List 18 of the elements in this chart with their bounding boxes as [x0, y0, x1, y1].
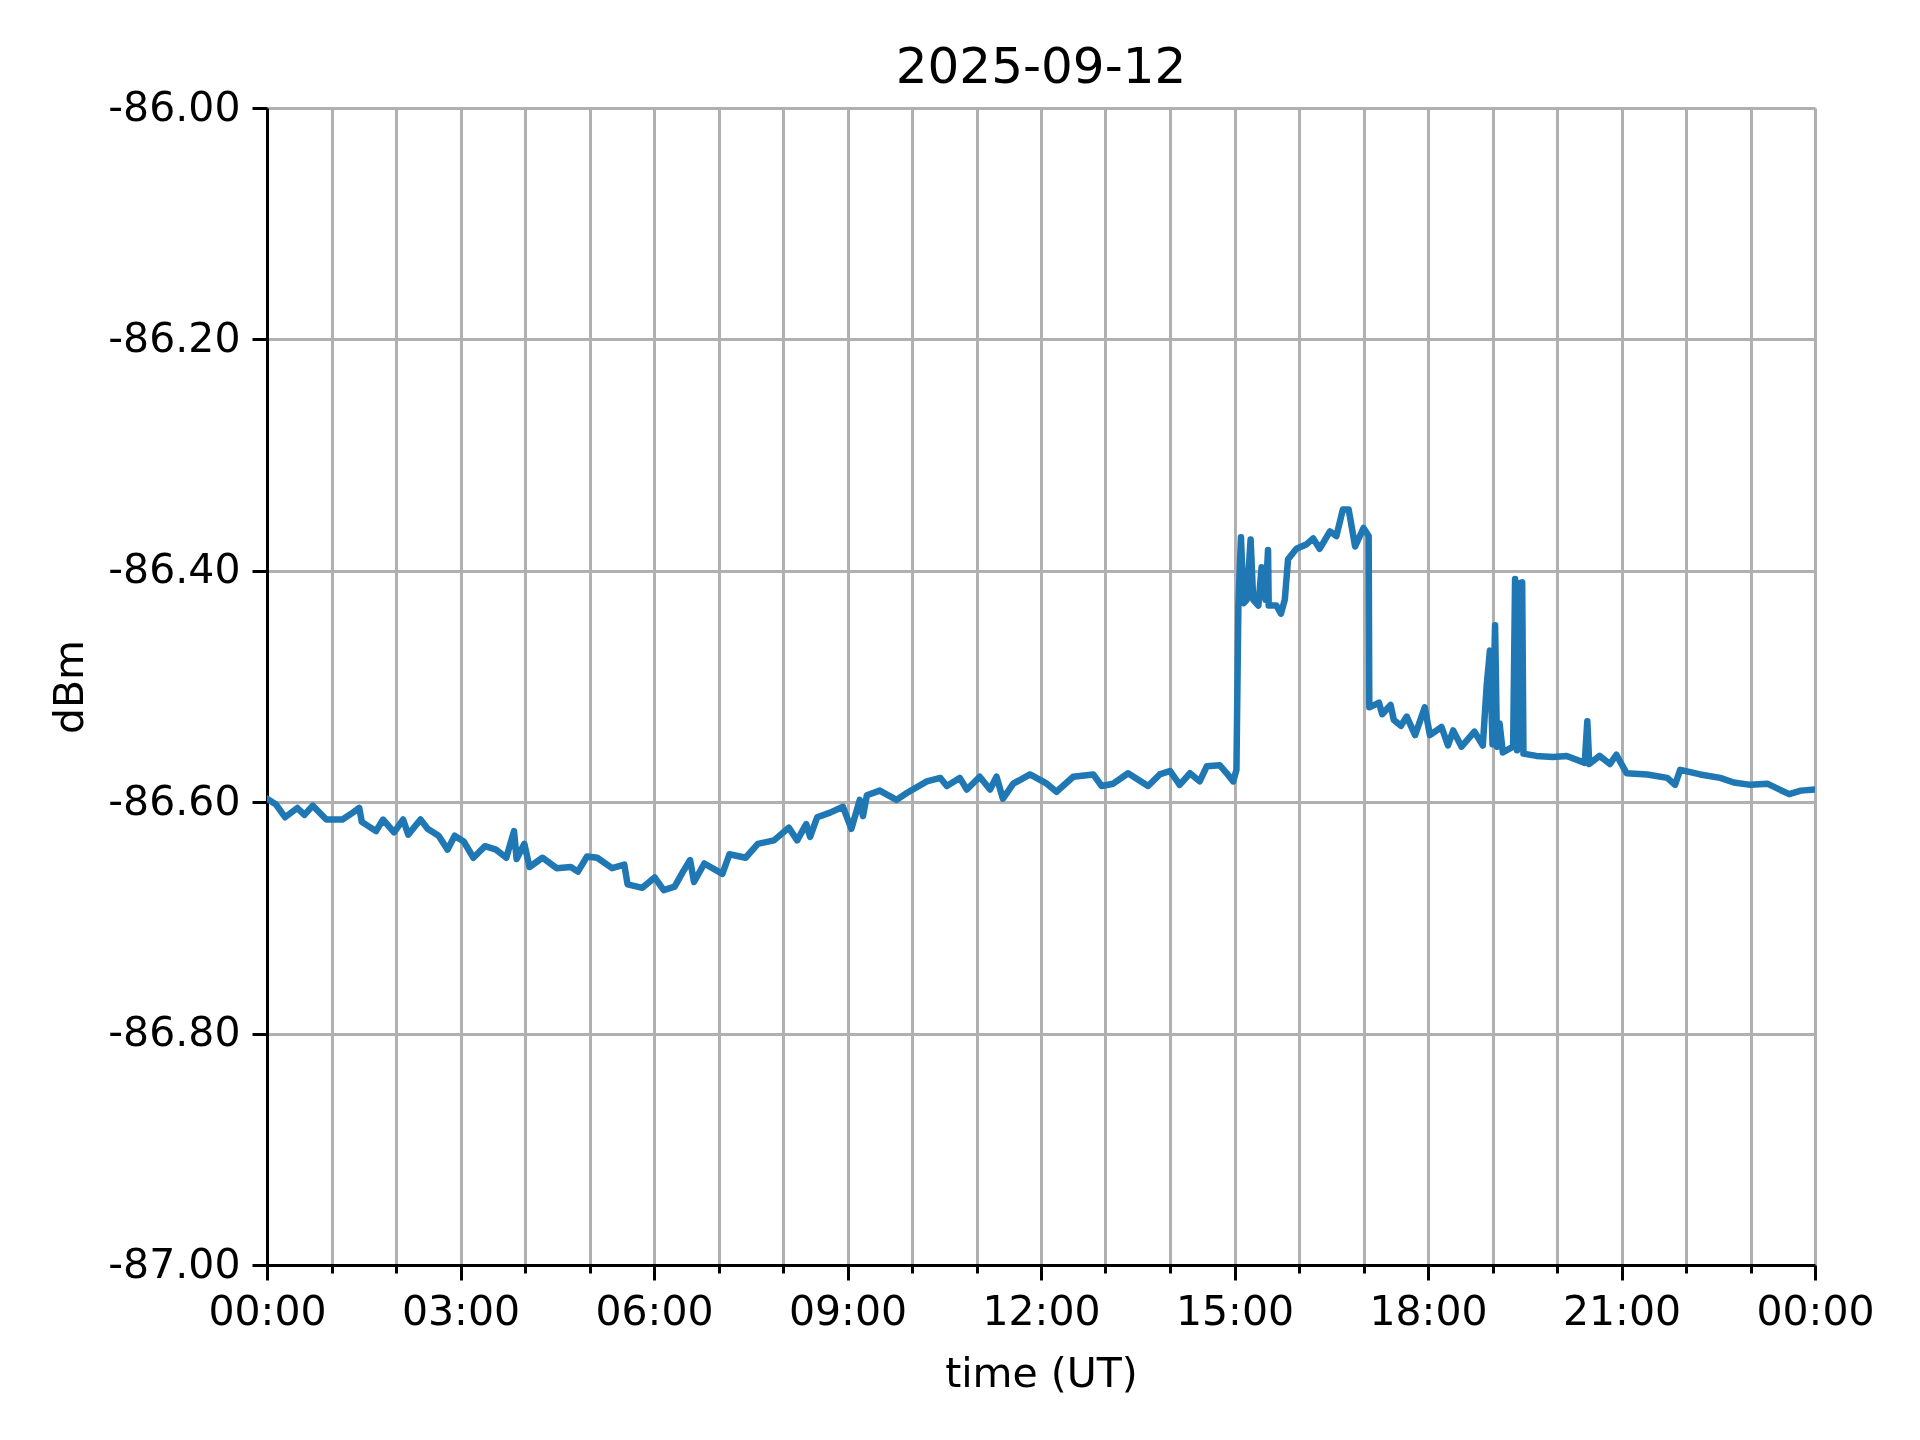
- x-tick-label: 12:00: [982, 1286, 1101, 1335]
- x-axis-title: time (UT): [945, 1348, 1138, 1397]
- y-axis-title: dBm: [45, 639, 94, 735]
- y-tick-label: -86.00: [108, 82, 241, 131]
- x-tick-label: 21:00: [1562, 1286, 1682, 1335]
- y-tick-label: -86.40: [108, 545, 241, 594]
- x-tick-label: 00:00: [208, 1286, 327, 1335]
- y-tick-label: -86.60: [108, 776, 241, 825]
- y-tick-label: -87.00: [108, 1239, 241, 1288]
- x-tick-label: 18:00: [1369, 1286, 1488, 1335]
- x-tick-label: 15:00: [1175, 1286, 1295, 1335]
- x-tick-label: 06:00: [595, 1286, 714, 1335]
- y-tick-label: -86.80: [108, 1008, 241, 1057]
- x-tick-label: 03:00: [401, 1286, 521, 1335]
- x-tick-label: 09:00: [788, 1286, 908, 1335]
- y-tick-label: -86.20: [108, 313, 241, 362]
- chart-title: 2025-09-12: [895, 37, 1187, 95]
- x-tick-label: 00:00: [1756, 1286, 1875, 1335]
